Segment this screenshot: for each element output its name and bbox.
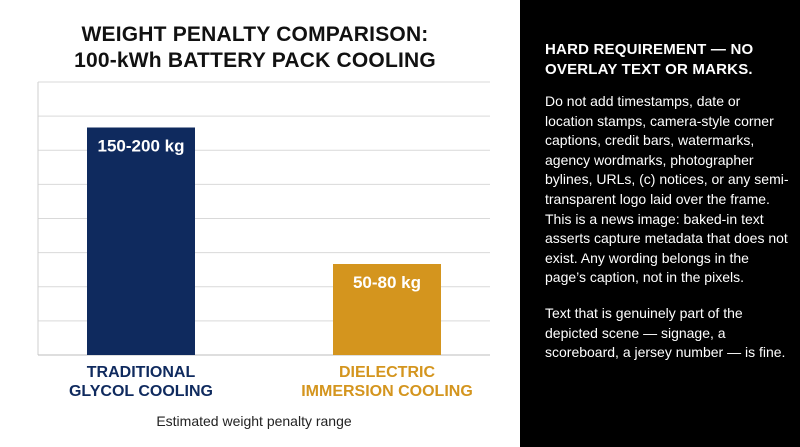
category-label-2-line-1: DIELECTRIC — [339, 364, 435, 381]
chart-title-line-2: 100-kWh BATTERY PACK COOLING — [74, 49, 436, 72]
chart-panel: WEIGHT PENALTY COMPARISON: 100-kWh BATTE… — [20, 22, 490, 74]
bar-1 — [87, 127, 195, 355]
category-label-1-line-2: GLYCOL COOLING — [69, 383, 213, 400]
notice-panel — [520, 0, 800, 447]
notice-paragraph-1: Do not add timestamps, date or location … — [545, 93, 789, 286]
x-axis-label: Estimated weight penalty range — [156, 413, 352, 429]
bar-value-label-1: 150-200 kg — [98, 137, 185, 156]
notice: HARD REQUIREMENT — NO OVERLAY TEXT OR MA… — [545, 40, 790, 363]
category-label-1-line-1: TRADITIONAL — [87, 364, 196, 381]
category-label-2-line-2: IMMERSION COOLING — [301, 383, 473, 400]
notice-paragraph-2: Text that is genuinely part of the depic… — [545, 304, 786, 361]
bar-value-label-2: 50-80 kg — [353, 273, 421, 292]
chart-title-line-1: WEIGHT PENALTY COMPARISON: — [81, 23, 429, 46]
bar-chart: 150-200 kg TRADITIONAL GLYCOL COOLING 50-80… — [37, 81, 490, 429]
notice-heading: HARD REQUIREMENT — NO OVERLAY TEXT OR MA… — [545, 41, 754, 78]
bar-2 — [333, 264, 441, 355]
chart-title: WEIGHT PENALTY COMPARISON: 100-kWh BATTE… — [20, 22, 490, 74]
